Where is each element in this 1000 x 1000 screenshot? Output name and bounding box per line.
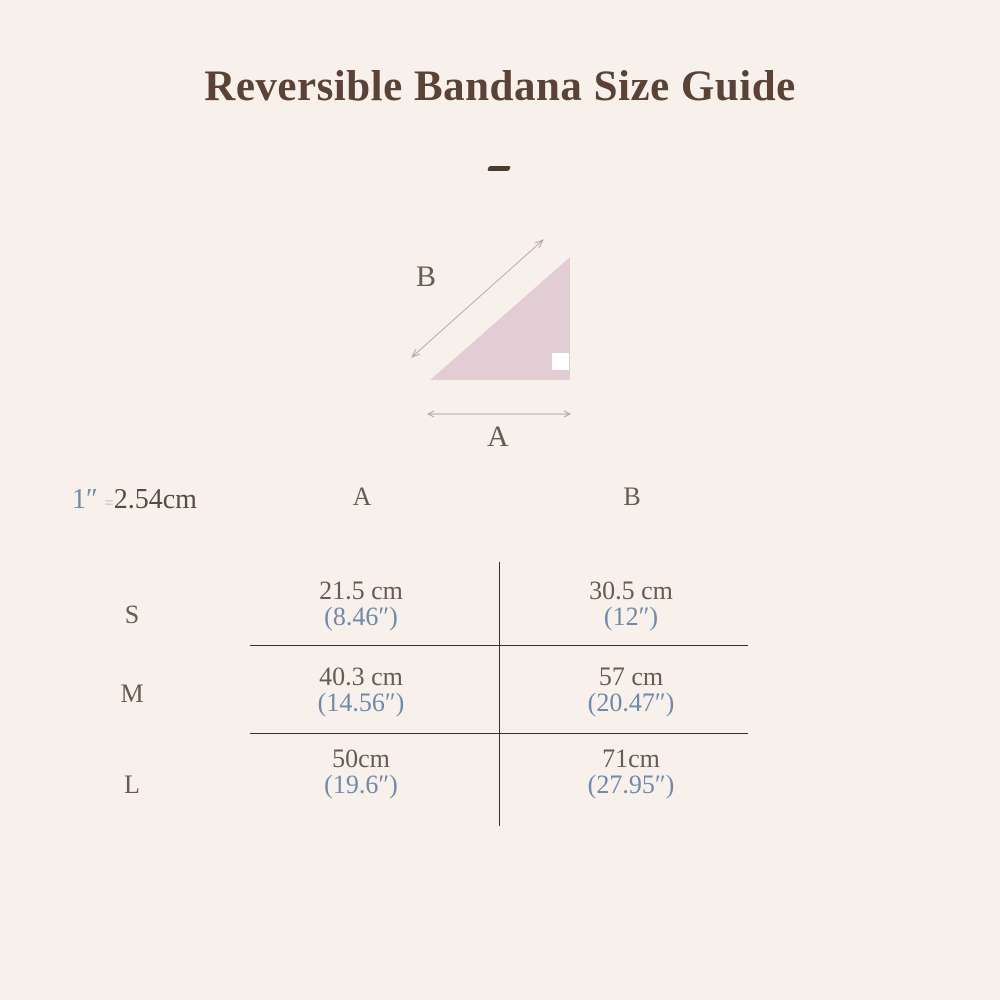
size-label-m: M <box>120 679 144 708</box>
diagram-label-a: A <box>487 420 509 453</box>
size-label-l: L <box>124 770 140 799</box>
table-cell-l-b: 71cm (27.95″) <box>521 746 741 798</box>
bandana-triangle <box>430 257 570 380</box>
table-cell-s-a: 21.5 cm (8.46″) <box>251 578 471 630</box>
conversion-inch: 1″ <box>72 484 98 515</box>
table-vertical-divider <box>499 562 500 826</box>
cell-inch: (8.46″) <box>324 602 398 631</box>
size-label-s: S <box>124 600 140 629</box>
right-angle-marker <box>552 353 569 370</box>
conversion-cm: 2.54cm <box>113 484 197 515</box>
cell-cm: 30.5 cm <box>589 576 673 605</box>
table-cell-m-b: 57 cm (20.47″) <box>521 664 741 716</box>
cell-cm: 21.5 cm <box>319 576 403 605</box>
page-title: Reversible Bandana Size Guide <box>204 63 796 110</box>
table-row-divider <box>250 645 748 646</box>
cell-inch: (27.95″) <box>587 770 675 799</box>
unit-conversion: 1″ =2.54cm <box>72 484 197 516</box>
conversion-equals: = <box>104 495 114 512</box>
cell-cm: 50cm <box>332 744 390 773</box>
arrow-b <box>410 239 545 358</box>
cell-inch: (19.6″) <box>324 770 398 799</box>
cell-cm: 40.3 cm <box>319 662 403 691</box>
arrow-a <box>426 410 572 418</box>
cell-cm: 71cm <box>602 744 660 773</box>
cell-inch: (20.47″) <box>587 688 675 717</box>
table-row-divider <box>250 733 748 734</box>
table-cell-m-a: 40.3 cm (14.56″) <box>251 664 471 716</box>
table-cell-l-a: 50cm (19.6″) <box>251 746 471 798</box>
column-header-b: B <box>623 482 641 511</box>
diagram-label-b: B <box>416 260 437 293</box>
column-header-a: A <box>352 482 372 511</box>
cell-cm: 57 cm <box>598 662 664 691</box>
table-cell-s-b: 30.5 cm (12″) <box>521 578 741 630</box>
cell-inch: (14.56″) <box>317 688 405 717</box>
cell-inch: (12″) <box>603 602 659 631</box>
